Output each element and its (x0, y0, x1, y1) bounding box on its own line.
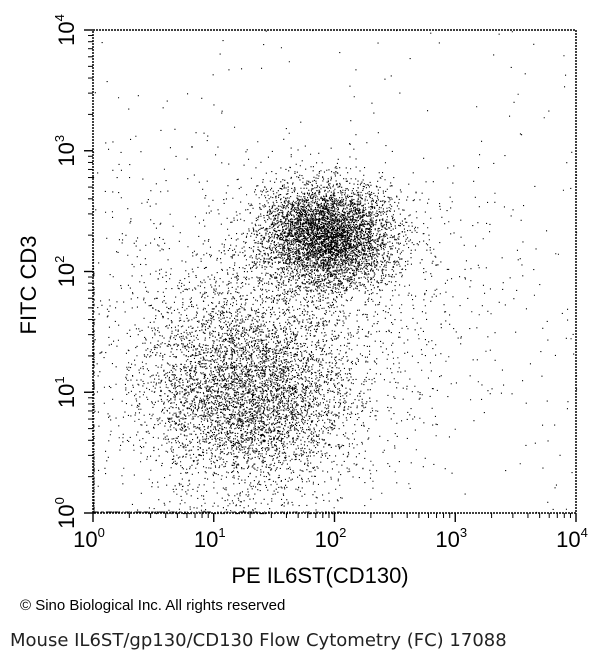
background-events (93, 30, 575, 514)
y-tick-label: 103 (52, 135, 79, 167)
x-tick-label: 102 (315, 525, 347, 552)
axis-ticks: 100 101 102 103 104 100 101 102 103 104 (52, 14, 588, 552)
y-tick-label: 100 (52, 497, 79, 529)
x-tick-label: 103 (435, 525, 467, 552)
population-1-events (208, 128, 452, 333)
copyright-text: © Sino Biological Inc. All rights reserv… (20, 597, 286, 614)
data-points (93, 30, 578, 515)
figure-caption: Mouse IL6ST/gp130/CD130 Flow Cytometry (… (10, 630, 507, 651)
x-tick-label: 100 (73, 525, 105, 552)
population-2-events (93, 199, 457, 515)
x-tick-label: 104 (556, 525, 588, 552)
y-tick-label: 102 (52, 256, 79, 288)
x-axis-title: PE IL6ST(CD130) (231, 563, 408, 588)
y-tick-label: 101 (52, 376, 79, 408)
x-tick-label: 101 (194, 525, 226, 552)
y-axis-title: FITC CD3 (16, 236, 41, 335)
y-tick-label: 104 (52, 14, 79, 46)
